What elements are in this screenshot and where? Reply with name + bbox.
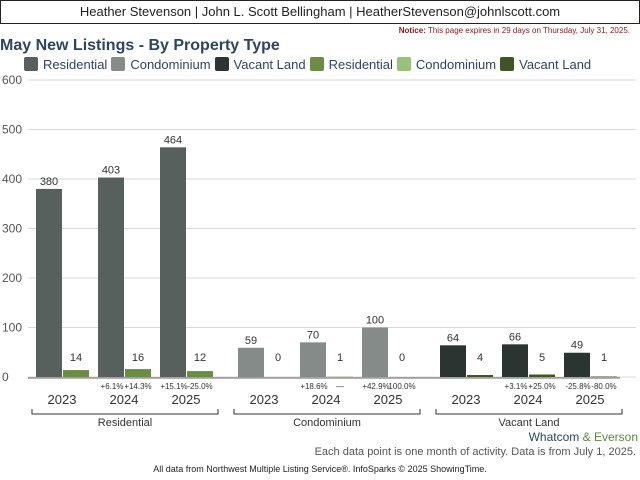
y-tick-label: 600 [2, 73, 22, 87]
x-tick-label: 2025 [374, 392, 403, 407]
bar-primary [36, 188, 62, 377]
change-label: +18.6% [300, 382, 327, 391]
legend-label: Residential [43, 57, 108, 72]
legend-label: Condominium [415, 57, 497, 72]
legend-swatch [396, 57, 411, 71]
bar-value-label: 64 [447, 332, 459, 344]
legend-swatch [111, 57, 126, 71]
x-tick-label: 2023 [48, 392, 77, 407]
x-tick-label: 2023 [452, 392, 481, 407]
group-bracket [435, 409, 623, 415]
legend-item: Vacant Land [214, 57, 306, 72]
x-tick-label: 2023 [250, 392, 279, 407]
legend-item: Residential [24, 57, 107, 72]
x-tick-label: 2024 [514, 392, 543, 407]
change-label: -25.8% [565, 382, 590, 391]
change-label: +3.1% [505, 382, 528, 391]
x-tick-label: 2025 [576, 392, 605, 407]
notice-label: Notice: [398, 26, 426, 35]
bar-value-label: 5 [539, 352, 545, 364]
change-label: +42.9% [362, 382, 389, 391]
group-label: Vacant Land [499, 417, 560, 429]
legend-swatch [24, 57, 38, 71]
agent-header: Heather Stevenson | John L. Scott Bellin… [0, 0, 640, 24]
bar-primary [502, 344, 528, 377]
bar-primary [300, 342, 326, 377]
bar-value-label: 0 [399, 352, 405, 364]
bar-value-label: 403 [102, 165, 120, 177]
region-ampersand: & [582, 430, 591, 444]
bar-value-label: 16 [132, 352, 144, 364]
change-label: +15.1% [160, 382, 187, 391]
data-source: All data from Northwest Multiple Listing… [153, 464, 487, 474]
bar-value-label: 14 [70, 352, 82, 364]
bar-value-label: 1 [601, 352, 607, 364]
bar-primary [362, 327, 388, 377]
bar-primary [440, 345, 466, 377]
legend-label: Condominium [130, 57, 211, 72]
group-bracket [31, 409, 219, 415]
change-label: -25.0% [187, 382, 212, 391]
change-label: +6.1% [101, 382, 124, 391]
bar-value-label: 70 [307, 329, 319, 341]
region-a: Whatcom [528, 430, 580, 444]
bar-value-label: 12 [194, 352, 206, 364]
agent-header-text: Heather Stevenson | John L. Scott Bellin… [79, 4, 561, 19]
change-label: +14.3% [124, 382, 151, 391]
region-b: Everson [593, 430, 638, 444]
bar-primary [160, 147, 186, 377]
legend-item: Vacant Land [500, 57, 591, 72]
legend-item: Condominium [111, 57, 211, 72]
bar-value-label: 1 [337, 352, 343, 364]
chart-title: May New Listings - By Property Type [0, 37, 280, 54]
bar-value-label: 380 [40, 176, 58, 188]
bar-value-label: 49 [571, 340, 583, 352]
bar-primary [238, 347, 264, 377]
x-tick-label: 2025 [172, 392, 201, 407]
legend-item: Residential [309, 57, 393, 72]
legend-label: Vacant Land [519, 57, 592, 72]
bar-secondary [63, 370, 89, 377]
legend-label: Vacant Land [233, 57, 306, 72]
change-label: 100.0% [388, 382, 415, 391]
x-tick-label: 2024 [110, 392, 139, 407]
legend-label: Residential [328, 57, 393, 72]
data-note: Each data point is one month of activity… [314, 446, 636, 458]
chart-legend: Residential Condominium Vacant Land Residen… [24, 57, 595, 72]
legend-swatch [214, 57, 229, 71]
legend-swatch [309, 57, 324, 71]
legend-item: Condominium [396, 57, 497, 72]
bar-value-label: 4 [477, 352, 483, 364]
group-label: Condominium [293, 417, 361, 429]
notice-text: This page expires in 29 days on Thursday… [427, 26, 630, 35]
bar-secondary [529, 374, 555, 377]
bar-primary [564, 352, 590, 377]
change-label: — [336, 382, 344, 391]
expiry-notice: Notice: This page expires in 29 days on … [399, 26, 630, 35]
y-tick-label: 0 [2, 370, 9, 384]
group-label: Residential [98, 417, 152, 429]
bar-secondary [187, 371, 213, 377]
change-label: -80.0% [591, 382, 616, 391]
bar-value-label: 66 [509, 331, 521, 343]
bar-value-label: 59 [245, 335, 257, 347]
group-bracket [233, 409, 421, 415]
legend-swatch [500, 57, 515, 71]
bar-secondary [125, 369, 151, 377]
bar-value-label: 464 [164, 134, 182, 146]
y-tick-label: 400 [2, 172, 22, 186]
y-tick-label: 500 [2, 123, 22, 137]
y-tick-label: 100 [2, 321, 22, 335]
bar-value-label: 0 [275, 352, 281, 364]
y-tick-label: 200 [2, 271, 22, 285]
change-label: +25.0% [528, 382, 555, 391]
bar-primary [98, 177, 124, 377]
bar-secondary [467, 375, 493, 377]
y-tick-label: 300 [2, 222, 22, 236]
bar-value-label: 100 [366, 315, 384, 327]
region-label: Whatcom & Everson [529, 430, 638, 444]
x-tick-label: 2024 [312, 392, 341, 407]
